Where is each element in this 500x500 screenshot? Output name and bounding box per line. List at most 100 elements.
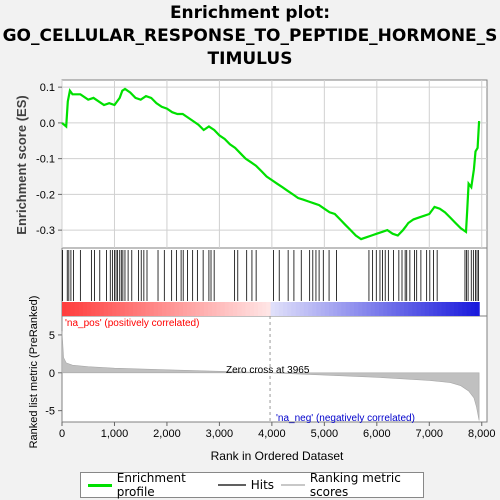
heatmap-segment (312, 302, 317, 316)
heatmap-segment (200, 302, 205, 316)
heatmap-segment (421, 302, 426, 316)
x-tick-label: 1,000 (101, 428, 129, 440)
legend-swatch-enrichment (88, 484, 112, 487)
heatmap-segment (367, 302, 372, 316)
heatmap-segment (258, 302, 263, 316)
legend: Enrichment profile Hits Ranking metric s… (80, 472, 424, 498)
legend-swatch-metric (281, 484, 305, 486)
heatmap-segment (266, 302, 271, 316)
es-panel (62, 80, 487, 248)
heatmap-segment (462, 302, 467, 316)
heatmap-segment (87, 302, 92, 316)
heatmap-segment (387, 302, 392, 316)
heatmap-segment (471, 302, 476, 316)
x-tick-label: 2,000 (153, 428, 181, 440)
heatmap-segment (179, 302, 184, 316)
heatmap-segment (341, 302, 346, 316)
heatmap-segment (150, 302, 155, 316)
heatmap-segment (246, 302, 251, 316)
heatmap-segment (437, 302, 442, 316)
heatmap-segment (412, 302, 417, 316)
heatmap-segment (325, 302, 330, 316)
heatmap-segment (133, 302, 138, 316)
es-ytick-label: -0.3 (36, 225, 55, 237)
heatmap-segment (100, 302, 105, 316)
heatmap-segment (383, 302, 388, 316)
heatmap-segment (70, 302, 75, 316)
heatmap-segment (145, 302, 150, 316)
x-tick-label: 5,000 (311, 428, 339, 440)
metric-ytick-label: 5 (49, 330, 55, 342)
heatmap-segment (166, 302, 171, 316)
heatmap-segment (446, 302, 451, 316)
heatmap-segment (296, 302, 301, 316)
x-tick-label: 7,000 (416, 428, 444, 440)
heatmap-segment (321, 302, 326, 316)
heatmap-segment (62, 302, 67, 316)
heatmap-segment (233, 302, 238, 316)
heatmap-segment (429, 302, 434, 316)
legend-item-enrichment: Enrichment profile (88, 471, 211, 499)
heatmap-segment (66, 302, 71, 316)
heatmap-segment (475, 302, 480, 316)
heatmap-segment (229, 302, 234, 316)
x-tick-label: 6,000 (363, 428, 391, 440)
heatmap-segment (170, 302, 175, 316)
es-ytick-label: 0.0 (40, 118, 55, 130)
heatmap-segment (104, 302, 109, 316)
heatmap-segment (379, 302, 384, 316)
heatmap-segment (454, 302, 459, 316)
es-ytick-label: -0.2 (36, 189, 55, 201)
x-tick-label: 0 (59, 428, 65, 440)
heatmap-segment (392, 302, 397, 316)
heatmap-segment (137, 302, 142, 316)
zero-cross-label: Zero cross at 3965 (226, 365, 310, 376)
heatmap-segment (400, 302, 405, 316)
heatmap-segment (458, 302, 463, 316)
heatmap-segment (433, 302, 438, 316)
heatmap-segment (362, 302, 367, 316)
heatmap-segment (350, 302, 355, 316)
heatmap-segment (154, 302, 159, 316)
heatmap-segment (275, 302, 280, 316)
heatmap-segment (95, 302, 100, 316)
heatmap-segment (354, 302, 359, 316)
heatmap-segment (467, 302, 472, 316)
metric-ytick-label: 0 (49, 368, 55, 380)
heatmap-segment (183, 302, 188, 316)
legend-label-enrichment: Enrichment profile (117, 471, 211, 499)
legend-label-hits: Hits (251, 478, 274, 492)
heatmap-segment (450, 302, 455, 316)
legend-item-metric: Ranking metric scores (281, 471, 423, 499)
heatmap-segment (250, 302, 255, 316)
heatmap-segment (216, 302, 221, 316)
legend-label-metric: Ranking metric scores (310, 471, 423, 499)
heatmap-segment (225, 302, 230, 316)
heatmap-segment (300, 302, 305, 316)
x-tick-label: 8,000 (468, 428, 496, 440)
heatmap-segment (75, 302, 80, 316)
heatmap-segment (408, 302, 413, 316)
heatmap-segment (120, 302, 125, 316)
heatmap-segment (191, 302, 196, 316)
negative-label: 'na_neg' (negatively correlated) (276, 413, 415, 424)
heatmap-segment (108, 302, 113, 316)
heatmap-segment (262, 302, 267, 316)
positive-label: 'na_pos' (positively correlated) (65, 318, 199, 329)
metric-ylabel: Ranked list metric (PreRanked) (28, 296, 40, 449)
heatmap-segment (125, 302, 130, 316)
heatmap-segment (358, 302, 363, 316)
heatmap-segment (162, 302, 167, 316)
heatmap-segment (237, 302, 242, 316)
es-ytick-label: 0.1 (40, 82, 55, 94)
es-ytick-label: -0.1 (36, 154, 55, 166)
legend-item-hits: Hits (218, 478, 274, 492)
heatmap-segment (396, 302, 401, 316)
legend-swatch-hits (218, 484, 246, 486)
x-tick-label: 4,000 (258, 428, 286, 440)
heatmap-segment (241, 302, 246, 316)
x-axis-label: Rank in Ordered Dataset (211, 449, 344, 463)
heatmap-segment (116, 302, 121, 316)
heatmap-segment (175, 302, 180, 316)
es-ylabel: Enrichment score (ES) (14, 95, 29, 234)
